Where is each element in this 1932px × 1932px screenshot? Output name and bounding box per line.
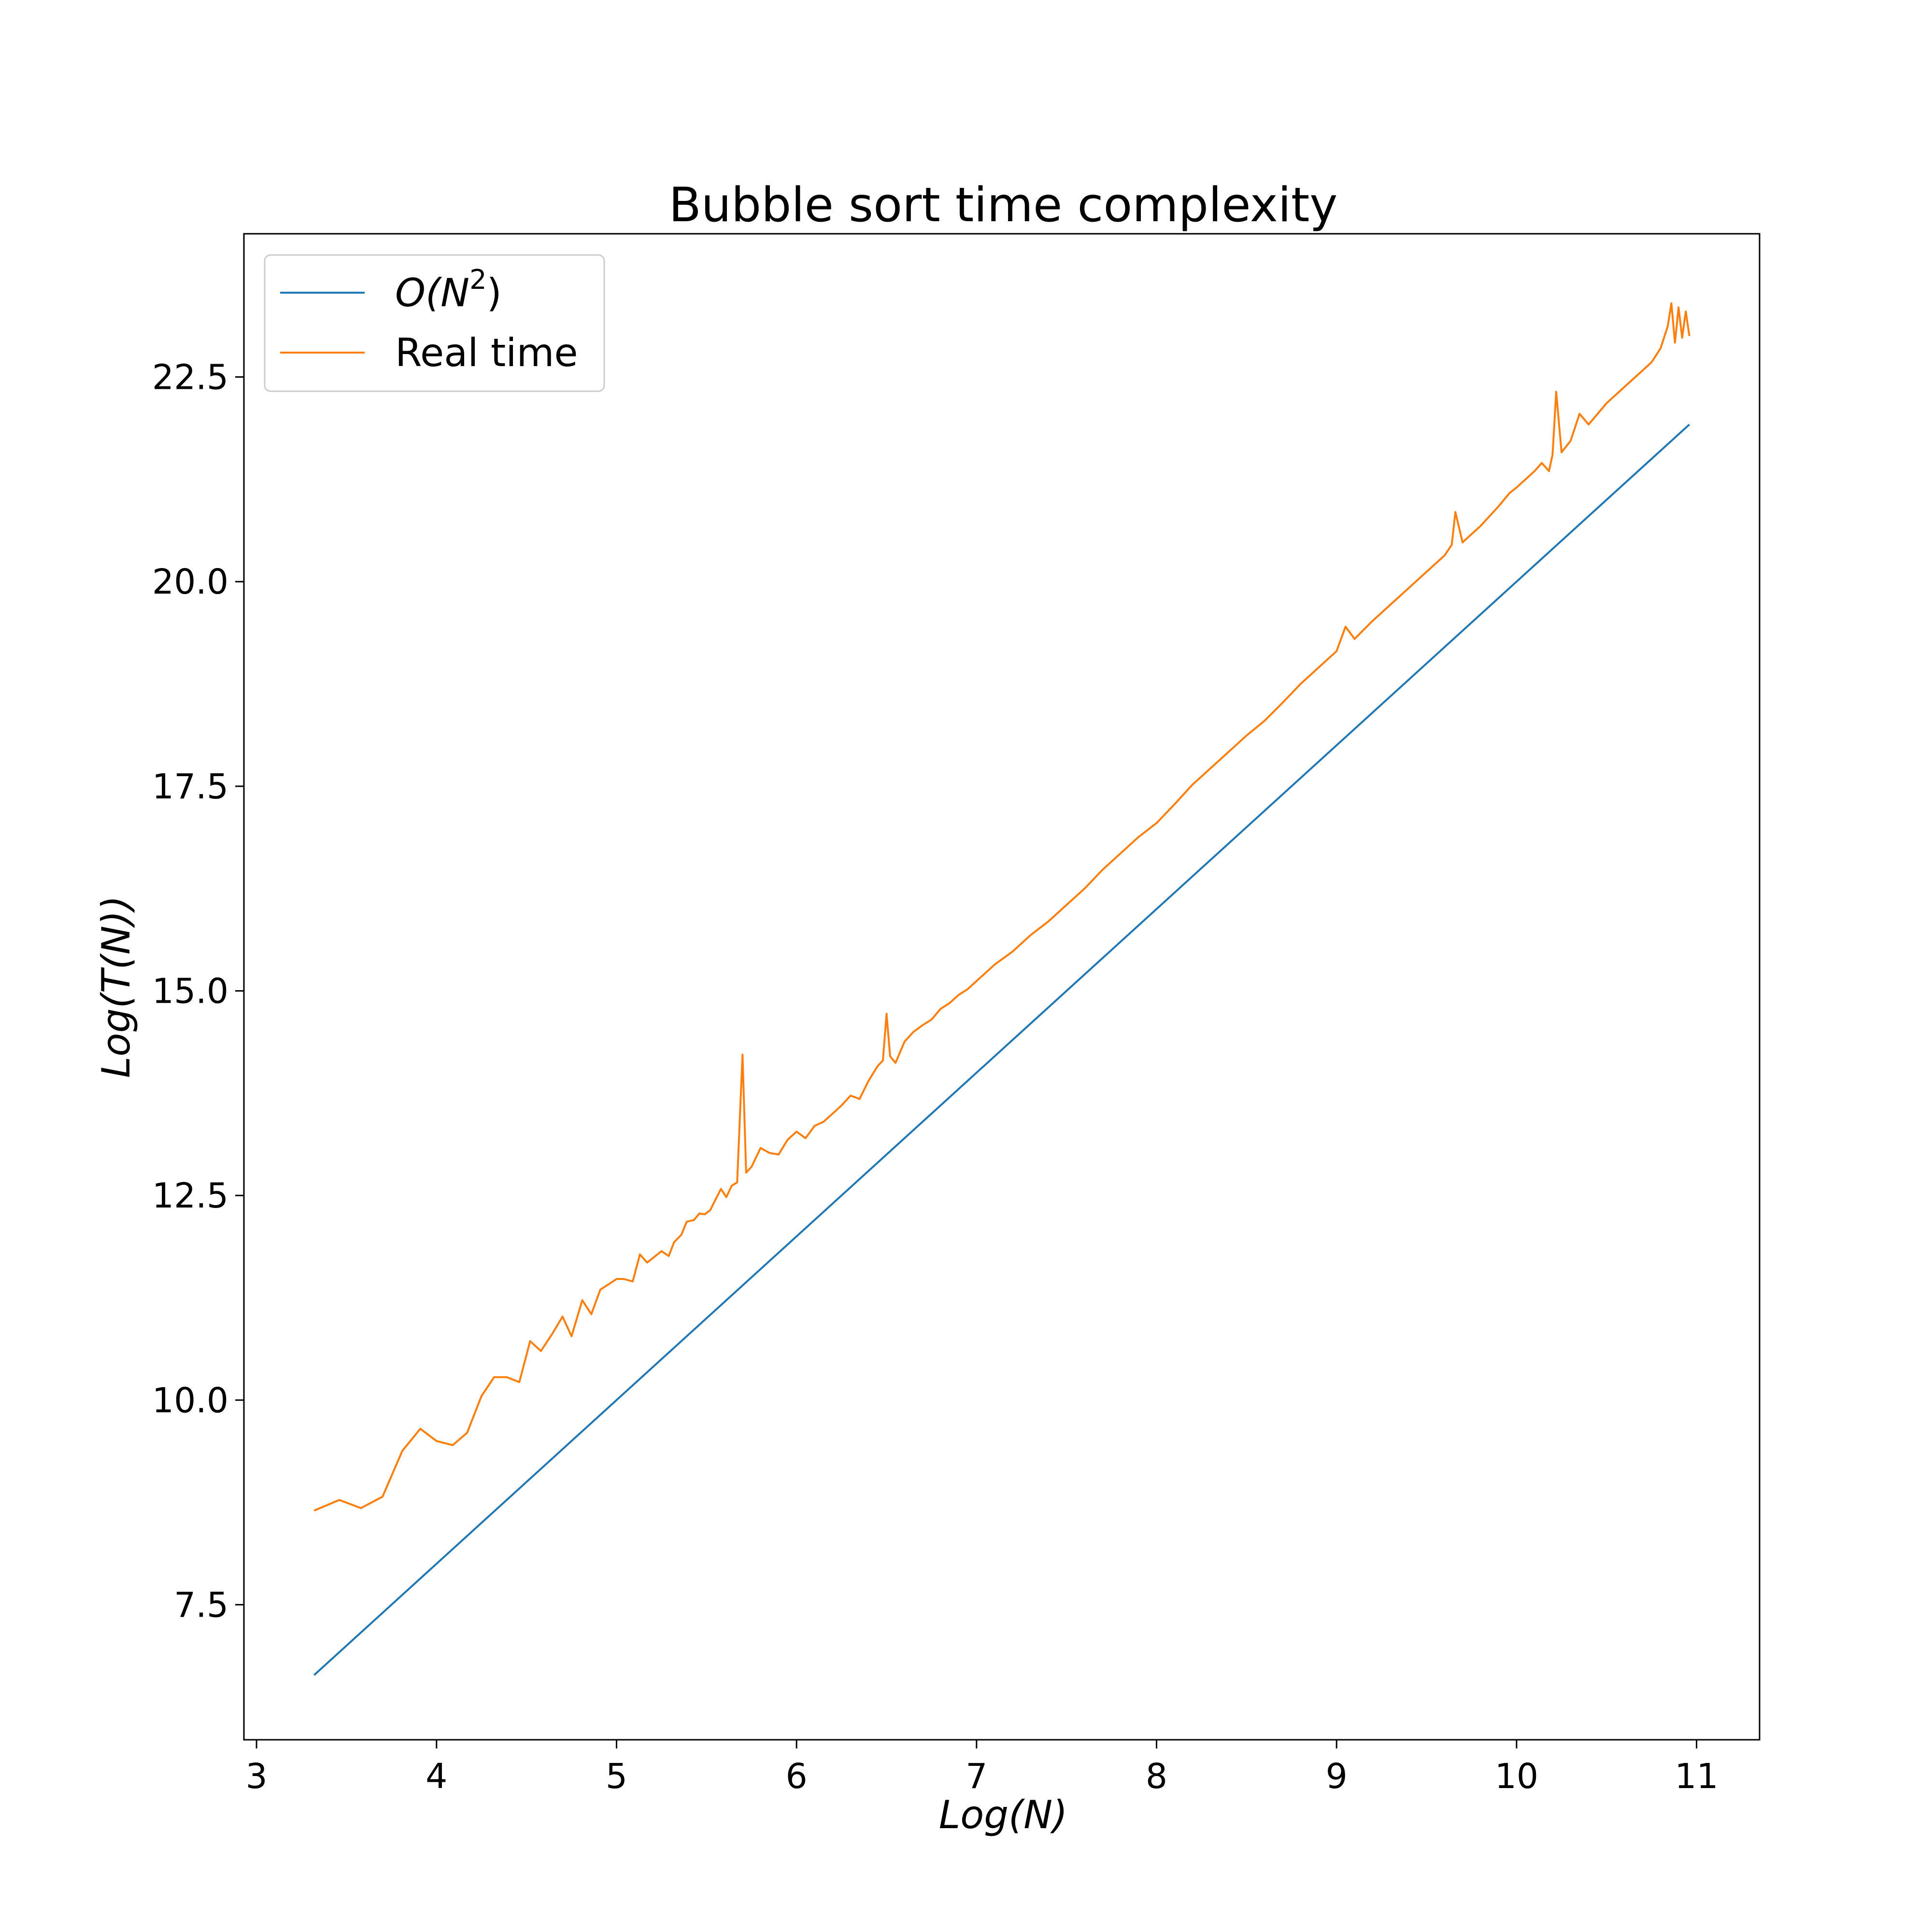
x-tick-label: 7 xyxy=(966,1756,987,1796)
plot-area-frame xyxy=(243,233,1761,1741)
series-layer xyxy=(313,302,1690,1676)
x-axis-ticks: 3 4 5 6 7 8 9 10 11 xyxy=(245,1740,1719,1796)
x-axis-title: Log(N) xyxy=(939,1792,1068,1837)
y-tick-label: 12.5 xyxy=(152,1176,228,1216)
x-tick-label: 5 xyxy=(606,1756,627,1796)
x-tick-label: 8 xyxy=(1146,1756,1167,1796)
x-tick-label: 4 xyxy=(426,1756,447,1796)
series-line-real-time xyxy=(313,302,1690,1512)
x-tick-label: 11 xyxy=(1675,1756,1718,1796)
legend-box xyxy=(264,254,605,392)
series-line-o-n2 xyxy=(313,424,1690,1676)
y-tick-label: 10.0 xyxy=(152,1380,228,1421)
y-axis-ticks: 7.5 10.0 12.5 15.0 17.5 20.0 22.5 xyxy=(152,357,244,1625)
legend: O(N2) Real time xyxy=(264,254,605,392)
x-tick-label: 9 xyxy=(1326,1756,1348,1796)
chart-title: Bubble sort time complexity xyxy=(669,178,1338,233)
legend-label-o-n2: O(N2) xyxy=(395,264,502,315)
y-tick-label: 20.0 xyxy=(152,562,228,602)
y-tick-label: 22.5 xyxy=(152,357,228,398)
y-axis-title: Log(T(N)) xyxy=(94,895,139,1078)
y-tick-label: 17.5 xyxy=(152,767,228,807)
x-tick-label: 3 xyxy=(245,1756,267,1796)
y-tick-label: 7.5 xyxy=(174,1585,228,1625)
x-tick-label: 6 xyxy=(786,1756,808,1796)
y-tick-label: 15.0 xyxy=(152,971,228,1011)
legend-label-real-time: Real time xyxy=(395,330,578,375)
x-tick-label: 10 xyxy=(1495,1756,1538,1796)
